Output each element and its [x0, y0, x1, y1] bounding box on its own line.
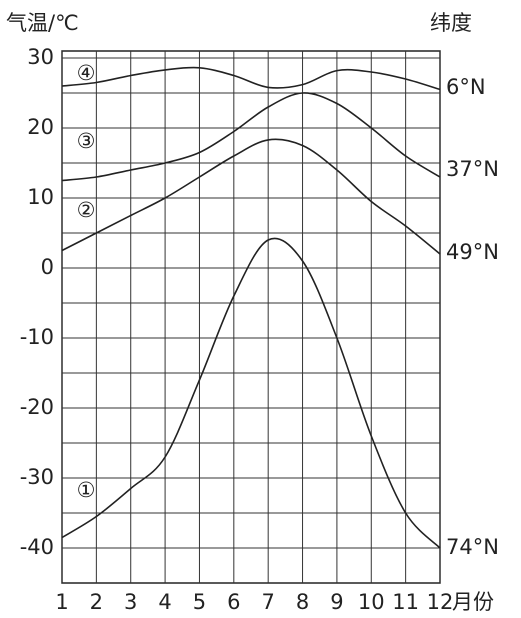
- x-tick-label: 3: [124, 590, 137, 614]
- x-axis-label: 月份: [452, 590, 494, 614]
- x-tick-label: 2: [90, 590, 103, 614]
- latitude-header: 纬度: [430, 11, 472, 35]
- x-tick-label: 9: [330, 590, 343, 614]
- temperature-line: [61, 138, 441, 255]
- series-tag: ④: [77, 61, 96, 85]
- latitude-label: 74°N: [446, 535, 499, 559]
- series-tag: ①: [77, 478, 96, 502]
- x-tick-label: 8: [296, 590, 309, 614]
- y-tick-label: -10: [20, 325, 54, 349]
- temperature-line: [61, 237, 441, 549]
- latitude-label: 37°N: [446, 157, 499, 181]
- y-tick-label: -40: [20, 535, 54, 559]
- y-axis-label: 气温/℃: [6, 11, 79, 35]
- y-tick-label: 10: [27, 185, 54, 209]
- x-tick-label: 5: [193, 590, 206, 614]
- x-tick-label: 7: [261, 590, 274, 614]
- latitude-label: 49°N: [446, 240, 499, 264]
- temperature-line: [61, 66, 441, 91]
- x-tick-label: 10: [358, 590, 385, 614]
- y-tick-label: 0: [41, 255, 54, 279]
- y-tick-label: 30: [27, 45, 54, 69]
- x-tick-label: 11: [392, 590, 419, 614]
- x-tick-label: 6: [227, 590, 240, 614]
- x-tick-label: 1: [55, 590, 68, 614]
- x-tick-label: 4: [158, 590, 171, 614]
- y-tick-label: 20: [27, 115, 54, 139]
- series-tag: ③: [77, 129, 96, 153]
- latitude-label: 6°N: [446, 75, 486, 99]
- series-tag: ②: [77, 198, 96, 222]
- y-tick-label: -20: [20, 395, 54, 419]
- x-tick-label: 12: [427, 590, 454, 614]
- temperature-line: [61, 92, 441, 182]
- plot-frame: [61, 50, 441, 584]
- y-tick-label: -30: [20, 465, 54, 489]
